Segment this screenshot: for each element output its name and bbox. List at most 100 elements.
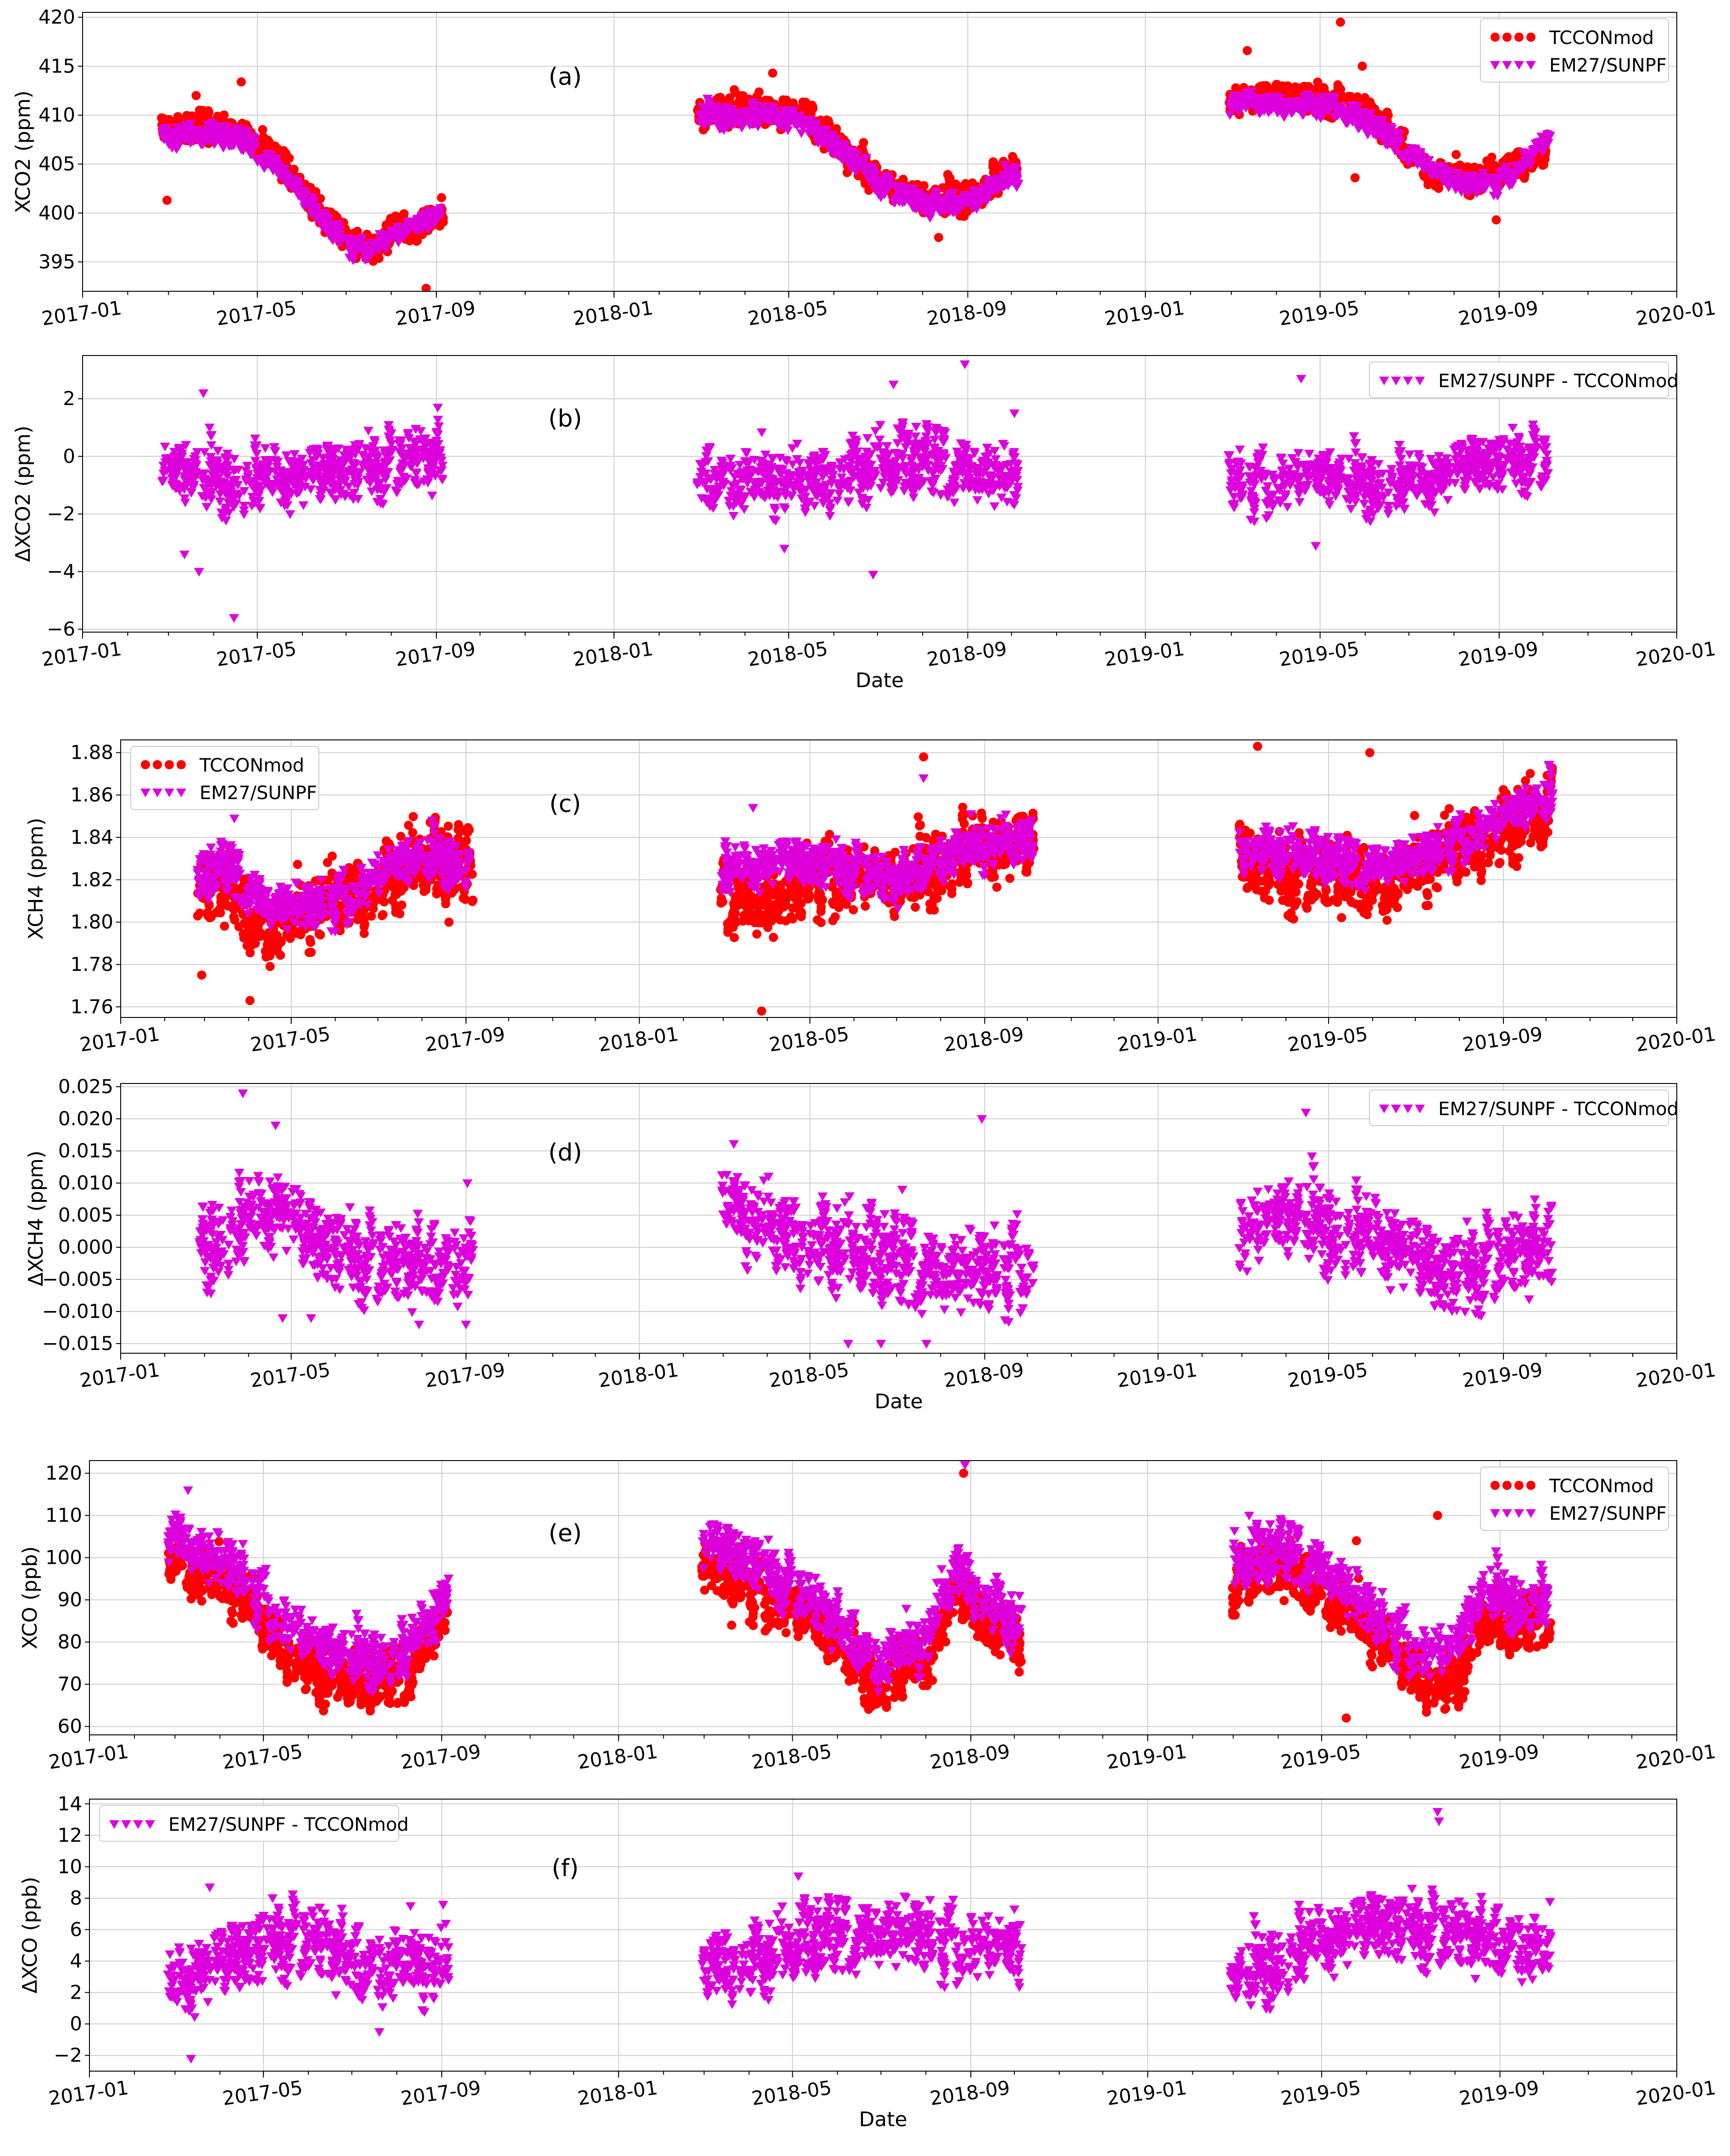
minor-ticks: [82, 291, 1632, 295]
panel-c: 1.76 1.78 1.80 1.82 1.84 1.86 1.88 XCH4 (ppm) 20…: [24, 739, 1718, 1056]
x-tick-label: 2019-09: [1457, 296, 1540, 330]
data-points: [163, 1461, 1555, 1723]
y-tick-label: −2: [54, 2044, 82, 2067]
panel-label: (c): [549, 790, 581, 818]
y-tick-label: 1.82: [70, 868, 113, 891]
legend: TCCONmod EM27/SUNPF: [1480, 1467, 1669, 1531]
x-tick-label: 2019-09: [1457, 1740, 1541, 1773]
legend-label: EM27/SUNPF: [200, 783, 317, 804]
x-axis: 2017-01 2017-05 2017-09 2018-01 2018-05 2018-…: [40, 291, 1718, 330]
y-tick-label: 395: [39, 250, 75, 273]
y-axis: 60 70 80 90 100 110 120: [45, 1462, 89, 1738]
x-tick-label: 2017-01: [47, 1740, 130, 1773]
x-tick-label: 2018-05: [746, 637, 829, 671]
legend-label: EM27/SUNPF: [1549, 55, 1667, 76]
y-tick-label: 0.025: [58, 1075, 113, 1098]
x-tick-label: 2018-09: [929, 2076, 1012, 2110]
y-tick-label: 410: [39, 104, 75, 126]
legend: TCCONmod EM27/SUNPF: [130, 746, 319, 810]
legend-entry: EM27/SUNPF - TCCONmod: [1379, 371, 1679, 392]
x-tick-label: 2019-01: [1103, 637, 1186, 671]
y-axis-label: XCO (ppb): [18, 1546, 42, 1649]
panel-e: 60 70 80 90 100 110 120 XCO (ppb) 2017-01 2017-05…: [18, 1460, 1717, 1773]
x-tick-label: 2018-01: [597, 1358, 680, 1392]
legend: TCCONmod EM27/SUNPF: [1480, 18, 1669, 83]
y-tick-label: 12: [58, 1824, 82, 1846]
y-tick-label: 8: [70, 1887, 82, 1909]
data-points: [192, 741, 1558, 1016]
x-tick-label: 2019-01: [1105, 2076, 1188, 2110]
x-axis: 2017-01 2017-05 2017-09 2018-01 2018-05 2018-…: [78, 1353, 1717, 1392]
x-tick-label: 2017-05: [221, 1740, 304, 1773]
x-tick-label: 2017-05: [221, 2076, 304, 2110]
y-tick-label: 0.015: [58, 1139, 113, 1162]
legend-entry: EM27/SUNPF - TCCONmod: [1379, 1099, 1679, 1120]
y-tick-label: 0.010: [58, 1172, 113, 1194]
x-tick-label: 2019-01: [1105, 1740, 1188, 1773]
x-tick-label: 2019-05: [1278, 637, 1361, 671]
legend-entry: TCCONmod: [1491, 28, 1654, 49]
x-tick-label: 2018-05: [768, 1022, 851, 1056]
x-tick-label: 2017-09: [400, 2076, 483, 2110]
gridlines: [82, 356, 1677, 632]
x-tick-label: 2018-09: [925, 637, 1008, 671]
data-points: [195, 1089, 1557, 1349]
y-axis-label: XCH4 (ppm): [24, 818, 48, 940]
x-tick-label: 2020-01: [1635, 1022, 1718, 1056]
data-points: [157, 17, 1555, 291]
y-tick-label: −6: [47, 618, 75, 640]
legend-entry: EM27/SUNPF - TCCONmod: [109, 1814, 409, 1835]
x-tick-label: 2019-05: [1286, 1358, 1369, 1392]
x-tick-label: 2017-09: [423, 1022, 506, 1056]
x-tick-label: 2017-05: [215, 296, 298, 330]
x-tick-label: 2019-01: [1116, 1022, 1199, 1056]
y-tick-label: 14: [58, 1792, 82, 1815]
y-axis: 395 400 405 410 415 420: [39, 6, 83, 273]
y-tick-label: 70: [58, 1673, 82, 1695]
x-tick-label: 2017-01: [40, 637, 123, 671]
x-tick-label: 2017-09: [423, 1358, 506, 1392]
x-tick-label: 2019-09: [1461, 1022, 1544, 1056]
legend: EM27/SUNPF - TCCONmod: [99, 1805, 409, 1842]
x-tick-label: 2017-09: [394, 296, 477, 330]
x-tick-label: 2018-01: [572, 296, 655, 330]
y-tick-label: 1.86: [70, 783, 113, 806]
y-tick-label: −0.010: [42, 1300, 113, 1322]
x-tick-label: 2018-09: [929, 1740, 1012, 1773]
y-tick-label: 1.80: [70, 911, 113, 933]
series-em27-sunpf-tcconmod: [162, 1808, 1556, 2064]
y-tick-label: 80: [58, 1631, 82, 1653]
x-axis: 2017-01 2017-05 2017-09 2018-01 2018-05 2018-…: [78, 1017, 1718, 1056]
y-axis-label: ΔXCO2 (ppm): [11, 426, 35, 562]
y-tick-label: −0.015: [42, 1332, 113, 1355]
y-tick-label: 90: [58, 1589, 82, 1611]
y-tick-label: 400: [39, 201, 75, 224]
minor-ticks: [89, 2071, 1633, 2075]
legend-label: EM27/SUNPF - TCCONmod: [1438, 371, 1679, 392]
series-em27-sunpf-tcconmod: [195, 1089, 1557, 1349]
y-tick-label: 405: [39, 153, 75, 175]
x-tick-label: 2020-01: [1635, 296, 1718, 330]
legend: EM27/SUNPF - TCCONmod: [1369, 361, 1679, 398]
minor-ticks: [120, 1017, 1633, 1021]
x-axis: 2017-01 2017-05 2017-09 2018-01 2018-05 2018-…: [40, 632, 1717, 671]
y-axis: −0.015 −0.010 −0.005 0.000 0.005 0.010 0.015 0.…: [42, 1075, 121, 1355]
x-axis: 2017-01 2017-05 2017-09 2018-01 2018-05 2018-…: [47, 1735, 1717, 1773]
x-tick-label: 2019-05: [1286, 1022, 1369, 1056]
panel-b: −6 −4 −2 0 2 ΔXCO2 (ppm) 2017-01 2017-05 2017-09…: [11, 355, 1717, 692]
x-axis-label: Date: [856, 669, 904, 692]
legend-label: TCCONmod: [1549, 28, 1654, 49]
y-tick-label: 1.76: [70, 995, 113, 1018]
panel-label: (d): [548, 1139, 582, 1167]
y-axis: −2 0 2 4 6 8 10 12 14: [54, 1792, 89, 2067]
x-tick-label: 2018-01: [576, 1740, 659, 1773]
legend-entry: EM27/SUNPF: [1490, 1503, 1667, 1524]
series-em27-sunpf: [163, 1461, 1553, 1697]
series-em27-sunpf-tcconmod: [157, 360, 1553, 623]
x-tick-label: 2019-09: [1457, 2076, 1541, 2110]
y-tick-label: 1.78: [70, 953, 113, 976]
x-tick-label: 2019-05: [1279, 1740, 1363, 1773]
